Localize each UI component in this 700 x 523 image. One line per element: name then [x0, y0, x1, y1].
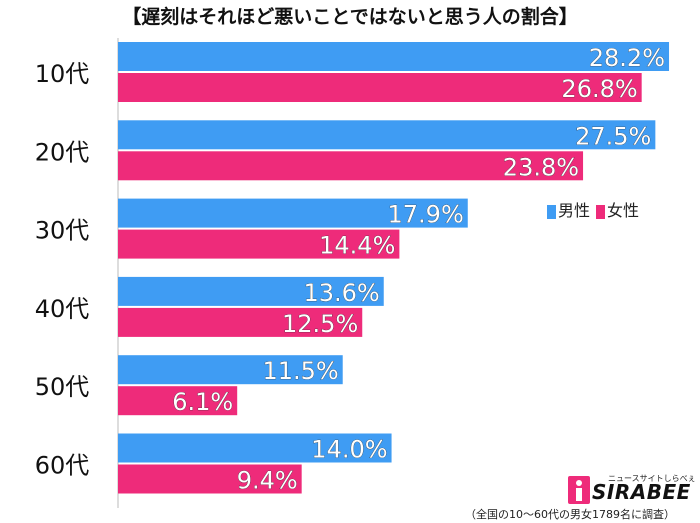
survey-note: （全国の10～60代の男女1789名に調査）: [465, 508, 675, 521]
male-bar: [118, 120, 656, 150]
logo-mark-icon: [568, 476, 590, 504]
legend-label-female: 女性: [607, 201, 640, 220]
male-bar: [118, 42, 670, 71]
male-bar: [118, 355, 343, 385]
data-label: 14.4%: [319, 232, 395, 260]
legend-item-female: 女性: [596, 197, 639, 221]
logo-wordmark: SIRABEE: [592, 480, 691, 504]
sirabee-logo: ニュースサイトしらべぇ SIRABEE: [568, 474, 696, 506]
female-bar: [118, 386, 238, 416]
data-label: 14.0%: [311, 436, 387, 464]
male-bar: [118, 198, 468, 228]
female-bar: [118, 73, 642, 102]
female-bar: [118, 307, 363, 337]
chart-legend: 男性 女性: [547, 197, 672, 221]
category-label: 10代: [35, 60, 90, 88]
data-label: 26.8%: [561, 75, 637, 103]
legend-swatch-male: [547, 204, 556, 219]
data-label: 9.4%: [237, 467, 298, 495]
category-label: 20代: [35, 138, 90, 166]
legend-label-male: 男性: [558, 201, 591, 220]
legend-swatch-female: [596, 204, 606, 219]
male-bar: [118, 276, 384, 306]
data-label: 28.2%: [589, 44, 665, 72]
data-label: 12.5%: [282, 310, 358, 338]
data-label: 23.8%: [503, 153, 579, 181]
data-label: 11.5%: [262, 357, 338, 385]
category-label: 60代: [35, 452, 90, 480]
male-bar: [118, 433, 392, 463]
data-label: 27.5%: [575, 122, 651, 150]
logo-tagline: ニュースサイトしらべぇ: [608, 474, 696, 483]
data-label: 17.9%: [388, 201, 464, 229]
category-label: 40代: [35, 295, 90, 323]
data-label: 13.6%: [303, 279, 379, 307]
category-label: 50代: [35, 373, 90, 401]
category-label: 30代: [35, 217, 90, 245]
female-bar: [118, 229, 400, 259]
female-bar: [118, 151, 584, 181]
legend-item-male: 男性: [547, 197, 590, 221]
chart-title: 【遅刻はそれほど悪いことではないと思う人の割合】: [122, 6, 578, 28]
data-label: 6.1%: [172, 388, 233, 416]
female-bar: [118, 464, 302, 494]
